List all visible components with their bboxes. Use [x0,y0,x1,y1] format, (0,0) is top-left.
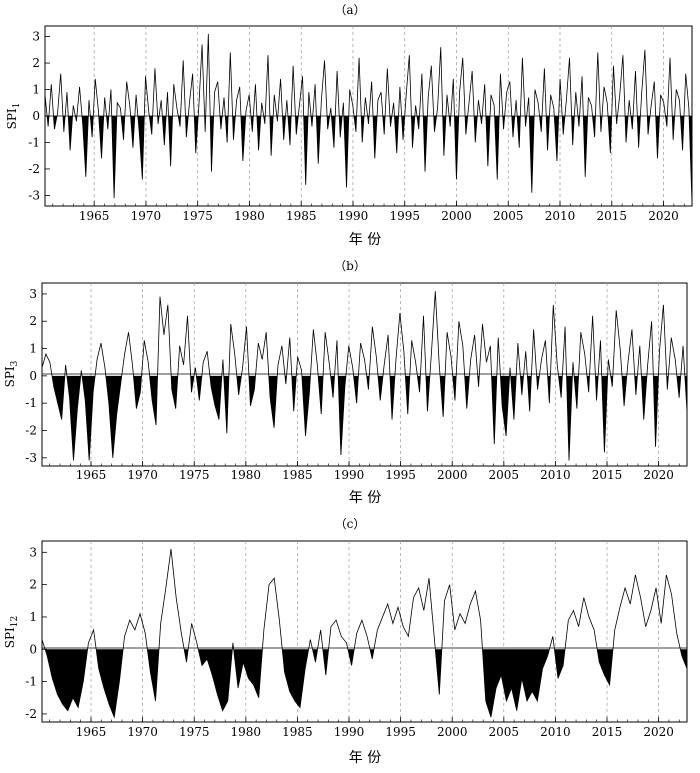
panel-b-area [42,375,687,461]
panel-a-xtick-label: 2010 [545,209,576,223]
panel-b-label: （b） [334,259,366,273]
panel-b-xtick-label: 2015 [592,468,623,482]
panel-a-line [44,33,693,204]
panel-c-xtick-label: 1965 [76,725,107,739]
panel-b-ylabel: SPI3 [3,360,20,387]
panel-c-series-line [41,549,688,719]
panel-c-yticks: 3 2 1 0 -1 -2 [25,545,47,721]
panel-c-ytick-label: 2 [29,578,37,592]
panel-c-ytick-label: 1 [29,610,37,624]
panel-b-yticks: 3 2 1 0 -1 -2 -3 [25,287,47,465]
panel-b-xtick-label: 1965 [76,468,107,482]
panel-b-ytick-label: 2 [29,314,37,328]
panel-a-ytick-label: -2 [28,162,40,176]
panel-a-xtick-label: 2020 [648,209,679,223]
panel-b-ylabel-sub: 3 [10,360,20,366]
panel-b-ytick-label: -3 [25,451,37,465]
panel-a-series-line [44,33,693,204]
panel-c-xticks: 1965 1970 1975 1980 1985 1990 1995 2000 2005 2010… [49,717,680,739]
panel-c-ylabel-sub: 12 [10,616,20,627]
panel-c-xtick-label: 1990 [334,725,365,739]
panel-b-xtick-label: 1990 [334,468,365,482]
panel-c-area [42,649,687,718]
panel-b-line [41,291,688,461]
panel-c-label: （c） [335,517,366,531]
panel-a-xtick-label: 1965 [79,209,110,223]
panel-a-ylabel-base: SPI [5,108,19,129]
panel-b-ytick-label: 3 [29,287,37,301]
panel-a-xtick-label: 2015 [596,209,627,223]
panel-b-xtick-label: 1985 [282,468,313,482]
panel-a-xtick-label: 1995 [389,209,420,223]
panel-c-xtick-label: 1980 [231,725,262,739]
panel-c-xtick-label: 2010 [540,725,571,739]
panel-b-grid [90,283,659,466]
panel-a-xtick-label: 1990 [338,209,369,223]
panel-b-xtick-label: 1975 [179,468,210,482]
panel-c-ylabel: SPI12 [3,616,20,649]
panel-a-ytick-label: 1 [32,83,40,97]
panel-b-xtick-label: 1980 [231,468,262,482]
panel-a-ytick-label: 2 [32,56,40,70]
panel-a-ylabel: SPI1 [5,103,22,130]
panel-a-xtick-label: 2000 [441,209,472,223]
panel-a-ytick-label: -1 [28,135,40,149]
panel-c-grid [90,541,659,722]
panel-b-ytick-label: 1 [29,342,37,356]
panel-b-xtick-label: 1995 [385,468,416,482]
panel-c-xtick-label: 2020 [643,725,674,739]
panel-c-xtick-label: 2005 [489,725,520,739]
panel-a-ytick-label: 0 [32,109,40,123]
panel-a-xticks: 1965 1970 1975 1980 1985 1990 1995 2000 2005 2010… [52,201,685,223]
panel-c-xtick-label: 1970 [127,725,158,739]
panel-b-negative-fill [42,375,687,461]
panel-a-xtick-label: 2005 [493,209,524,223]
panel-b-xtick-label: 2010 [540,468,571,482]
panel-b: （b） 1965 1970 1975 1980 1985 1990 1995 2000 2005… [3,259,688,506]
panel-c-xtick-label: 1985 [282,725,313,739]
panel-b-series-line [41,291,688,461]
panel-c-ytick-label: -1 [25,675,37,689]
panel-a-xtick-label: 1970 [131,209,162,223]
panel-a-ylabel-sub: 1 [12,103,22,109]
panel-c-frame [41,540,688,723]
panel-b-xtick-label: 2000 [437,468,468,482]
panel-b-ytick-label: -1 [25,396,37,410]
panel-a-yticks: 3 2 1 0 -1 -2 -3 [28,30,50,202]
panel-c-xlabel: 年 份 [349,750,381,766]
panel-c-ytick-label: 0 [29,642,37,656]
panel-b-frame [41,282,688,467]
panel-a: （a） 1965 1970 1975 1980 1985 1990 1995 2000 2005… [5,3,693,248]
panel-b-xlabel: 年 份 [349,490,381,506]
panel-c-xtick-label: 1975 [179,725,210,739]
panel-a-ytick-label: 3 [32,30,40,44]
panel-c-line [41,549,688,719]
panel-a-xlabel: 年 份 [349,232,381,248]
panel-b-xtick-label: 2005 [489,468,520,482]
panel-c-xtick-label: 1995 [385,725,416,739]
panel-a-xtick-label: 1985 [286,209,317,223]
panel-c-ylabel-base: SPI [3,627,17,648]
panel-a-label: （a） [334,3,365,17]
panel-a-xtick-label: 1980 [234,209,265,223]
panel-c-xtick-label: 2000 [437,725,468,739]
panel-b-xticks: 1965 1970 1975 1980 1985 1990 1995 2000 2005 2010… [49,461,680,482]
panel-b-ytick-label: 0 [29,369,37,383]
panel-a-ytick-label: -3 [28,188,40,202]
panel-b-ytick-label: -2 [25,423,37,437]
panel-a-xtick-label: 1975 [182,209,213,223]
panel-c-xtick-label: 2015 [592,725,623,739]
panel-b-ylabel-base: SPI [3,366,17,387]
panel-c-ytick-label: -2 [25,707,37,721]
panel-c-ytick-label: 3 [29,545,37,559]
panel-b-xtick-label: 1970 [127,468,158,482]
panel-c-negative-fill [42,649,687,718]
panel-c: （c） 1965 1970 1975 1980 1985 1990 1995 2000 2005… [3,517,688,766]
panel-b-xtick-label: 2020 [643,468,674,482]
